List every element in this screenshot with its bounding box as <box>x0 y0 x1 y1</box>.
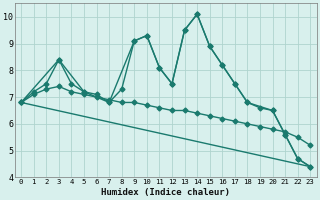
X-axis label: Humidex (Indice chaleur): Humidex (Indice chaleur) <box>101 188 230 197</box>
